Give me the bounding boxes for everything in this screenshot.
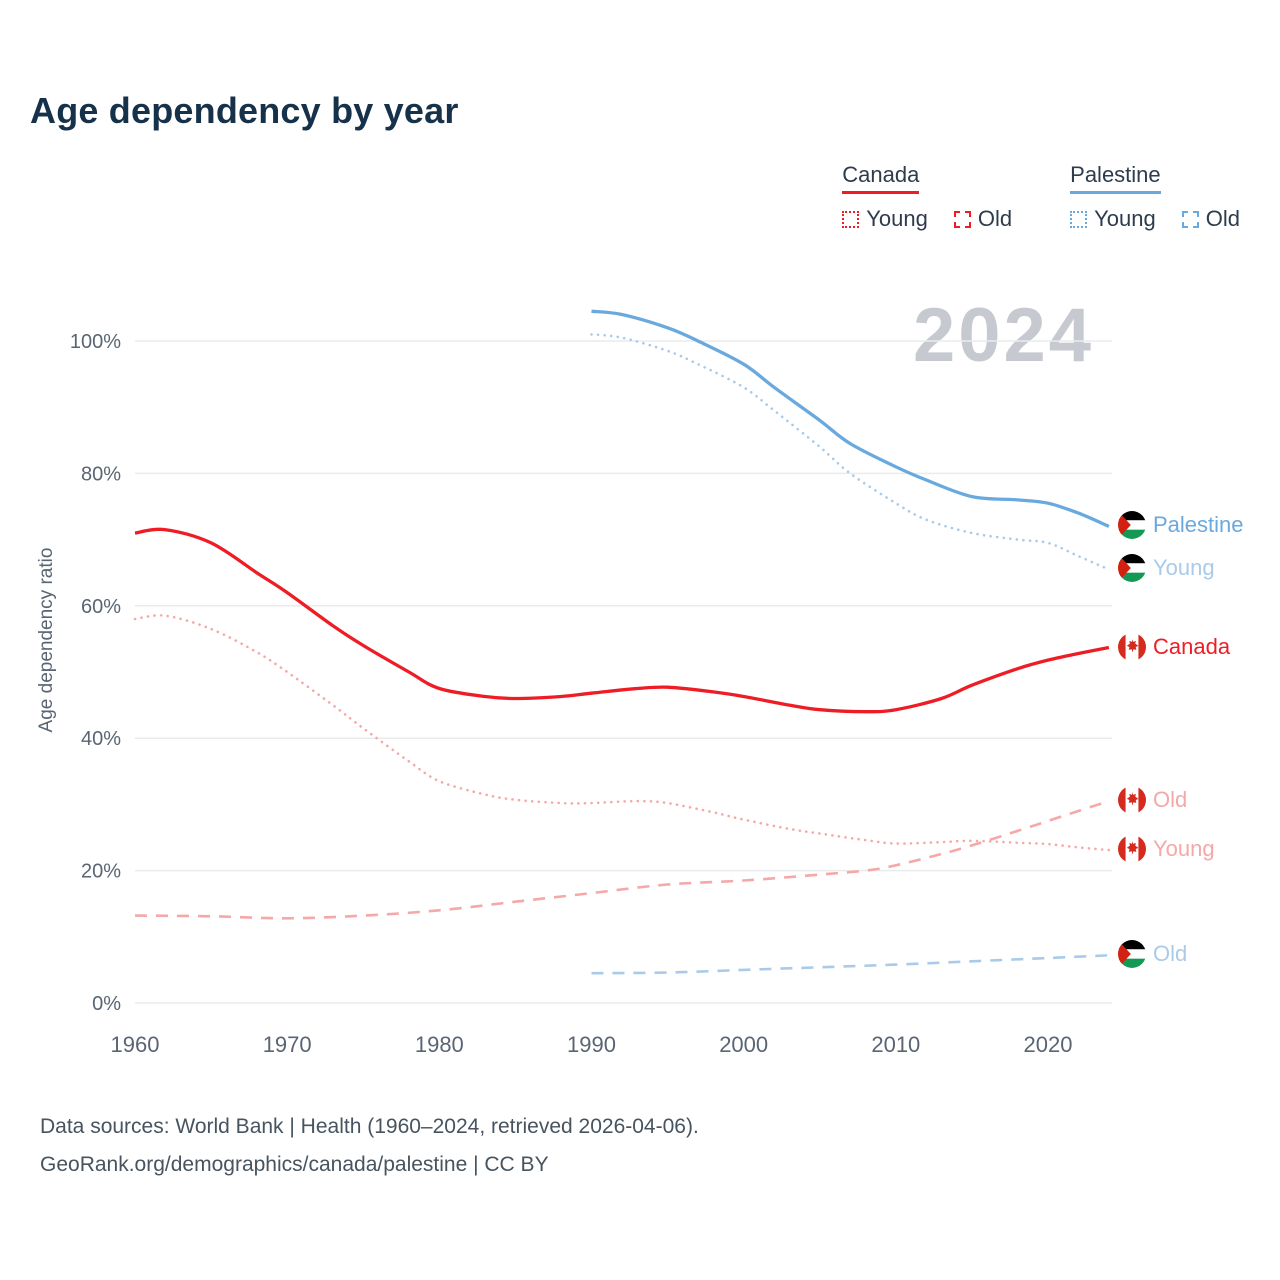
legend-item-label: Young <box>866 206 928 231</box>
series-line-palestine-young <box>590 333 1111 571</box>
footer-attribution-line: GeoRank.org/demographics/canada/palestin… <box>40 1153 549 1176</box>
legend-country-palestine: Palestine <box>1070 162 1161 194</box>
series-end-label-text: Old <box>1153 941 1188 967</box>
footer: Data sources: World Bank | Health (1960–… <box>40 1108 699 1184</box>
x-tick-label: 1990 <box>567 1032 616 1057</box>
palestine-flag-icon <box>1118 511 1146 540</box>
legend-item-label: Old <box>1205 206 1240 231</box>
series-end-label-text: Young <box>1153 836 1215 862</box>
series-end-label-text: Young <box>1153 555 1215 581</box>
series-line-canada-young <box>133 614 1111 852</box>
x-tick-label: 2010 <box>871 1032 920 1057</box>
series-end-label-canada-total: Canada <box>1118 632 1231 661</box>
legend-item-label: Young <box>1094 206 1156 231</box>
legend-item-label: Old <box>977 206 1013 231</box>
series-end-label-canada-young: Young <box>1118 835 1215 864</box>
legend-item-palestine-young: Young <box>1070 206 1156 232</box>
series-end-label-palestine-old: Old <box>1118 940 1188 969</box>
y-tick-label: 100% <box>70 331 121 353</box>
legend-group-canada: Canada Young Old <box>842 162 1012 232</box>
series-end-label-palestine-young: Young <box>1118 554 1215 583</box>
series-end-label-canada-old: Old <box>1118 786 1188 815</box>
dotted-swatch-icon <box>1070 210 1088 228</box>
line-chart: 0% 20% 40% 60% 80% 100% 1960 1970 1980 1990 2000 20… <box>70 309 1112 1057</box>
legend-item-canada-young: Young <box>842 206 928 232</box>
series-line-palestine-total <box>591 309 1110 528</box>
canada-flag-icon <box>1118 786 1146 815</box>
y-tick-label: 20% <box>81 861 121 883</box>
dotted-swatch-icon <box>842 210 860 228</box>
x-tick-label: 2020 <box>1024 1032 1073 1057</box>
series-line-canada-total <box>134 527 1110 714</box>
series-line-canada-old <box>134 799 1110 920</box>
series-end-label-text: Palestine <box>1153 512 1244 538</box>
legend-country-canada: Canada <box>842 162 920 194</box>
series-end-label-text: Canada <box>1153 633 1231 659</box>
dashed-swatch-icon <box>953 210 971 228</box>
y-tick-label: 60% <box>81 596 121 618</box>
x-tick-label: 2000 <box>719 1032 768 1057</box>
series-end-label-palestine-total: Palestine <box>1118 511 1244 540</box>
series-end-labels: Palestine Young Canada Old Young Old <box>1118 0 1278 1080</box>
x-tick-label: 1960 <box>111 1032 160 1057</box>
y-tick-label: 40% <box>81 728 121 750</box>
legend-items-canada: Young Old <box>842 206 1012 232</box>
legend: Canada Young Old Palestine Young <box>842 162 1240 232</box>
page-title: Age dependency by year <box>30 90 459 131</box>
canada-flag-icon <box>1118 632 1146 661</box>
x-tick-label: 1970 <box>263 1032 312 1057</box>
legend-group-palestine: Palestine Young Old <box>1070 162 1240 232</box>
year-watermark: 2024 <box>913 293 1095 378</box>
legend-items-palestine: Young Old <box>1070 206 1240 232</box>
legend-item-palestine-old: Old <box>1181 206 1240 232</box>
legend-item-canada-old: Old <box>953 206 1013 232</box>
palestine-flag-icon <box>1118 940 1146 969</box>
y-tick-label: 0% <box>92 993 121 1015</box>
canada-flag-icon <box>1118 835 1146 864</box>
x-tick-label: 1980 <box>415 1032 464 1057</box>
footer-sources-line: Data sources: World Bank | Health (1960–… <box>40 1115 699 1138</box>
palestine-flag-icon <box>1118 554 1146 583</box>
series-end-label-text: Old <box>1153 787 1188 813</box>
y-tick-label: 80% <box>81 463 121 485</box>
series-line-palestine-old <box>591 954 1109 975</box>
dashed-swatch-icon <box>1181 210 1199 228</box>
